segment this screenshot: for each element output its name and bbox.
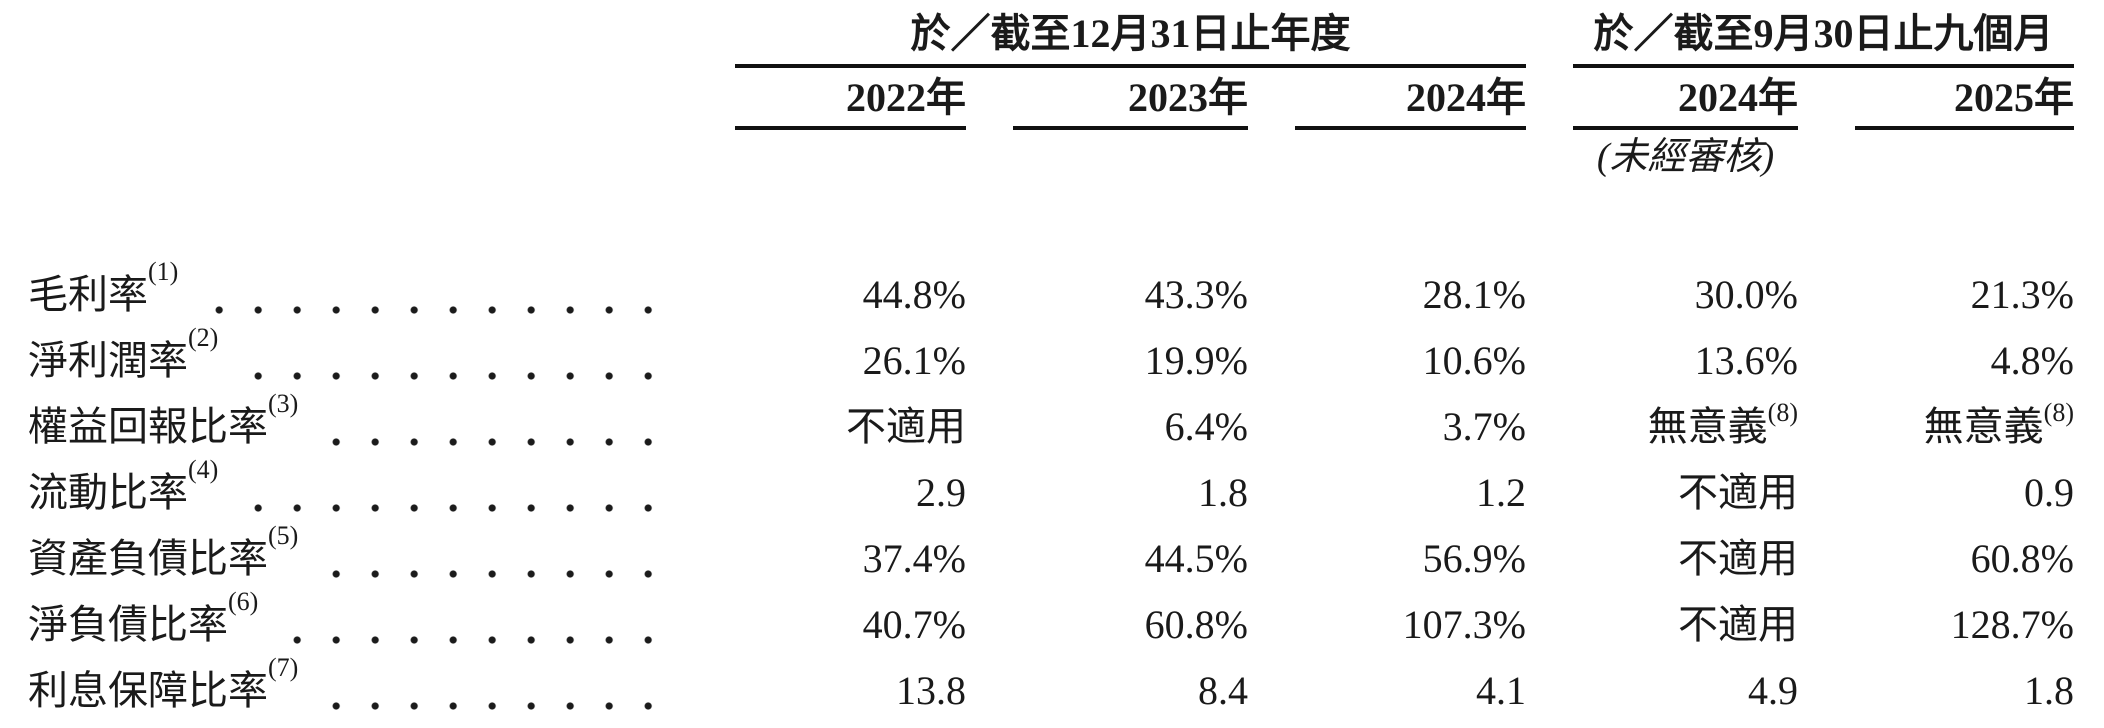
column-gap	[1526, 0, 1573, 68]
row-label: 資產負債比率(5)	[28, 520, 299, 581]
value-9m-2025: 128.7%	[1950, 602, 2074, 647]
row-label: 流動比率(4)	[28, 454, 219, 515]
value-9m-2024: 不適用	[1678, 536, 1798, 581]
value-2023: 19.9%	[1144, 338, 1248, 383]
col-group-annual: 於／截至12月31日止年度	[735, 0, 1526, 68]
row-return-on-equity: 權益回報比率(3) 不適用 6.4% 3.7% 無意義 (8) 無意義 (8)	[0, 388, 2104, 460]
row-label: 淨利潤率(2)	[28, 322, 219, 383]
dot-leader	[316, 394, 670, 460]
row-label-cell: 淨利潤率(2)	[0, 322, 735, 394]
right-margin	[2074, 0, 2104, 68]
value-9m-2024: 無意義 (8)	[1647, 398, 1798, 449]
footnote-marker: (1)	[148, 256, 179, 286]
year-header-9m-2024: 2024年	[1573, 68, 1798, 130]
value-2024: 3.7%	[1442, 404, 1526, 449]
value-2024: 107.3%	[1402, 602, 1526, 647]
value-2024: 28.1%	[1422, 272, 1526, 317]
value-9m-2024: 不適用	[1678, 602, 1798, 647]
row-net-debt-ratio: 淨負債比率(6) 40.7% 60.8% 107.3% 不適用 128.7%	[0, 586, 2104, 658]
value-2022: 2.9	[916, 470, 966, 515]
value-9m-2024: 30.0%	[1694, 272, 1798, 317]
row-gearing-ratio: 資產負債比率(5) 37.4% 44.5% 56.9% 不適用 60.8%	[0, 520, 2104, 592]
dot-leader	[316, 526, 670, 592]
year-header-row: 2022年 2023年 2024年 2024年 2025年	[0, 68, 2104, 130]
value-2023: 43.3%	[1144, 272, 1248, 317]
row-label-cell: 流動比率(4)	[0, 454, 735, 526]
value-2022: 13.8	[896, 668, 966, 713]
footnote-marker: (5)	[268, 520, 299, 550]
col-group-nine-months-title: 於／截至9月30日止九個月	[1593, 11, 2054, 56]
row-label: 利息保障比率(7)	[28, 652, 299, 713]
value-2022: 44.8%	[862, 272, 966, 317]
row-label: 權益回報比率(3)	[28, 388, 299, 449]
dot-leader	[276, 592, 670, 658]
value-2023: 1.8	[1198, 470, 1248, 515]
row-current-ratio: 流動比率(4) 2.9 1.8 1.2 不適用 0.9	[0, 454, 2104, 526]
dot-leader	[236, 328, 670, 394]
value-9m-2025: 0.9	[2024, 470, 2074, 515]
column-group-header-row: 於／截至12月31日止年度 於／截至9月30日止九個月	[0, 0, 2104, 68]
header-body-spacer	[0, 184, 2104, 262]
year-header-2024: 2024年	[1295, 68, 1526, 130]
row-label-column-spacer	[0, 68, 735, 130]
row-net-profit-margin: 淨利潤率(2) 26.1% 19.9% 10.6% 13.6% 4.8%	[0, 322, 2104, 394]
value-2023: 60.8%	[1144, 602, 1248, 647]
value-2022: 40.7%	[862, 602, 966, 647]
value-2024: 10.6%	[1422, 338, 1526, 383]
value-2022: 26.1%	[862, 338, 966, 383]
row-label: 淨負債比率(6)	[28, 586, 259, 647]
year-header-2023: 2023年	[1013, 68, 1248, 130]
right-margin	[2074, 68, 2104, 130]
year-header-9m-2025: 2025年	[1855, 68, 2074, 130]
column-gap	[1526, 68, 1573, 130]
value-9m-2024: 4.9	[1748, 668, 1798, 713]
value-2022: 不適用	[846, 404, 966, 449]
footnote-marker: (4)	[188, 454, 219, 484]
row-label: 毛利率(1)	[28, 256, 179, 317]
footnote-marker: (7)	[268, 652, 299, 682]
unaudited-note: (未經審核)	[1596, 136, 1775, 178]
value-9m-2025: 無意義 (8)	[1923, 398, 2074, 449]
row-label-cell: 利息保障比率(7)	[0, 652, 735, 724]
row-gross-profit-margin: 毛利率(1) 44.8% 43.3% 28.1% 30.0% 21.3%	[0, 256, 2104, 328]
value-9m-2024: 不適用	[1678, 470, 1798, 515]
row-label-cell: 淨負債比率(6)	[0, 586, 735, 658]
value-2022: 37.4%	[862, 536, 966, 581]
dot-leader	[196, 262, 670, 328]
year-header-2022: 2022年	[735, 68, 966, 130]
row-label-column-spacer	[0, 0, 735, 68]
note-spacer	[0, 130, 1573, 184]
footnote-marker: (6)	[228, 586, 259, 616]
row-label-cell: 資產負債比率(5)	[0, 520, 735, 592]
footnote-marker: (2)	[188, 322, 219, 352]
value-2024: 1.2	[1476, 470, 1526, 515]
value-9m-2025: 21.3%	[1970, 272, 2074, 317]
value-2023: 8.4	[1198, 668, 1248, 713]
value-2023: 6.4%	[1164, 404, 1248, 449]
row-label-cell: 權益回報比率(3)	[0, 388, 735, 460]
row-label-cell: 毛利率(1)	[0, 256, 735, 328]
column-gap	[966, 68, 1013, 130]
dot-leader	[236, 460, 670, 526]
value-9m-2024: 13.6%	[1694, 338, 1798, 383]
column-gap	[1248, 68, 1295, 130]
value-9m-2025: 1.8	[2024, 668, 2074, 713]
value-9m-2025: 60.8%	[1970, 536, 2074, 581]
column-gap	[1798, 68, 1855, 130]
row-interest-coverage-ratio: 利息保障比率(7) 13.8 8.4 4.1 4.9 1.8	[0, 652, 2104, 724]
dot-leader	[316, 658, 670, 724]
value-2024: 56.9%	[1422, 536, 1526, 581]
col-group-annual-title: 於／截至12月31日止年度	[910, 11, 1351, 56]
col-group-nine-months: 於／截至9月30日止九個月	[1573, 0, 2074, 68]
value-2023: 44.5%	[1144, 536, 1248, 581]
unaudited-note-row: (未經審核)	[0, 130, 2104, 184]
value-2024: 4.1	[1476, 668, 1526, 713]
value-9m-2025: 4.8%	[1990, 338, 2074, 383]
footnote-marker: (3)	[268, 388, 299, 418]
